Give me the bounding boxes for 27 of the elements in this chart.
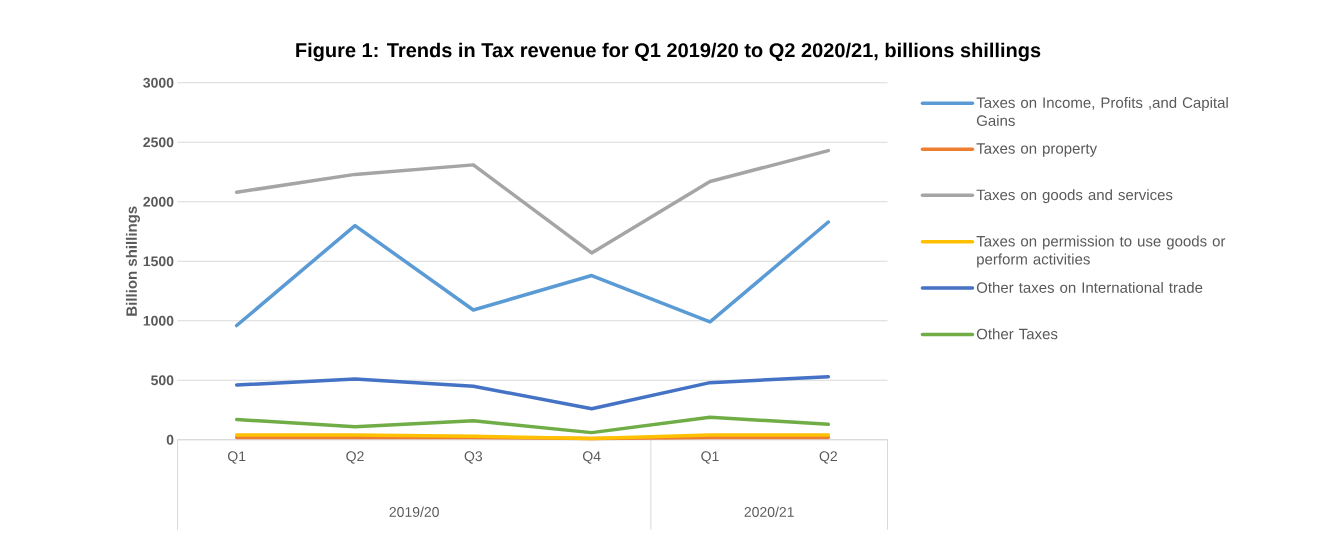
text: 2019/20	[389, 506, 439, 517]
text: 2020/21	[744, 506, 794, 517]
y-tick-label: 500	[151, 375, 174, 386]
line-series	[234, 148, 831, 255]
y-tick-label: 2500	[143, 137, 174, 148]
x-tick-label: Q1	[701, 451, 719, 464]
y-tick-label: 1500	[143, 256, 174, 267]
x-tick-label: Q4	[582, 451, 601, 464]
legend-label: Taxes on Income, Profits ,and Capital Gains	[976, 96, 1228, 126]
legend-label: Taxes on goods and services	[976, 189, 1173, 204]
x-tick-label: Q1	[227, 451, 246, 464]
y-tick-label: 3000	[143, 77, 174, 88]
y-tick-label: 0	[166, 434, 174, 445]
line-series	[234, 415, 831, 435]
y-tick-label: 2000	[143, 196, 174, 207]
chart-title: Figure 1: Trends in Tax revenue for Q1 2019/20 to Q2 2020/21, billions shillings	[296, 42, 1041, 62]
line-series	[234, 220, 831, 328]
x-tick-label: Q3	[464, 451, 483, 464]
line-series	[234, 374, 831, 411]
x-tick-label: Q2	[819, 451, 837, 464]
legend-label: Other taxes on International trade	[976, 281, 1203, 293]
legend-label: Taxes on property	[976, 143, 1098, 157]
y-tick-label: 1000	[143, 315, 174, 326]
x-tick-label: Q2	[346, 451, 364, 464]
y-axis-title: Billion shillings	[125, 206, 140, 316]
legend-label: Taxes on permission to use goods or perform activities	[976, 235, 1226, 268]
legend-label: Other Taxes	[976, 328, 1058, 340]
